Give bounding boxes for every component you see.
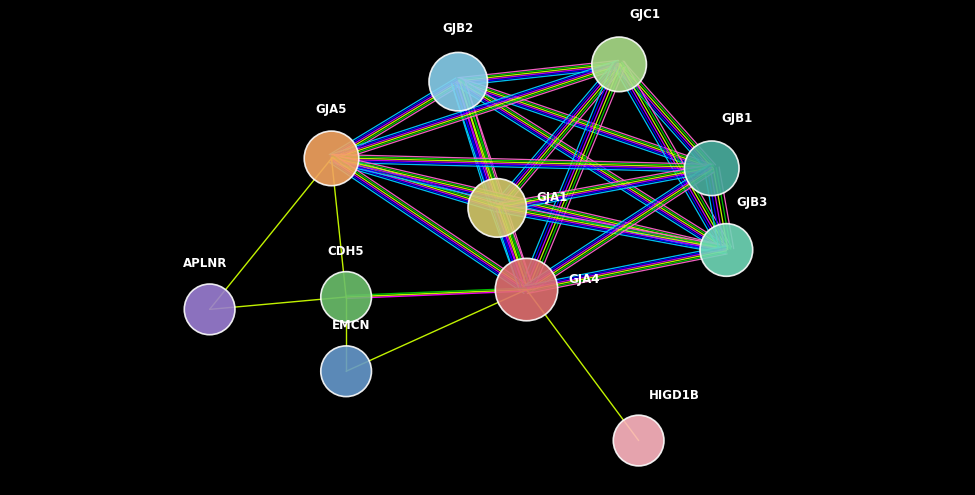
- Text: GJA1: GJA1: [536, 191, 567, 204]
- Text: GJB1: GJB1: [722, 112, 753, 125]
- Ellipse shape: [429, 52, 488, 111]
- Ellipse shape: [468, 179, 526, 237]
- Ellipse shape: [592, 37, 646, 92]
- Text: APLNR: APLNR: [182, 257, 227, 270]
- Text: EMCN: EMCN: [332, 319, 370, 332]
- Text: CDH5: CDH5: [328, 245, 365, 258]
- Ellipse shape: [304, 131, 359, 186]
- Text: GJB3: GJB3: [736, 196, 767, 209]
- Ellipse shape: [684, 141, 739, 196]
- Text: HIGD1B: HIGD1B: [648, 389, 699, 401]
- Ellipse shape: [613, 415, 664, 466]
- Ellipse shape: [700, 224, 753, 276]
- Ellipse shape: [321, 272, 371, 322]
- Text: GJA4: GJA4: [568, 273, 600, 286]
- Text: GJC1: GJC1: [629, 8, 660, 21]
- Text: GJA5: GJA5: [316, 102, 347, 115]
- Ellipse shape: [495, 258, 558, 321]
- Ellipse shape: [184, 284, 235, 335]
- Text: GJB2: GJB2: [443, 22, 474, 35]
- Ellipse shape: [321, 346, 371, 396]
